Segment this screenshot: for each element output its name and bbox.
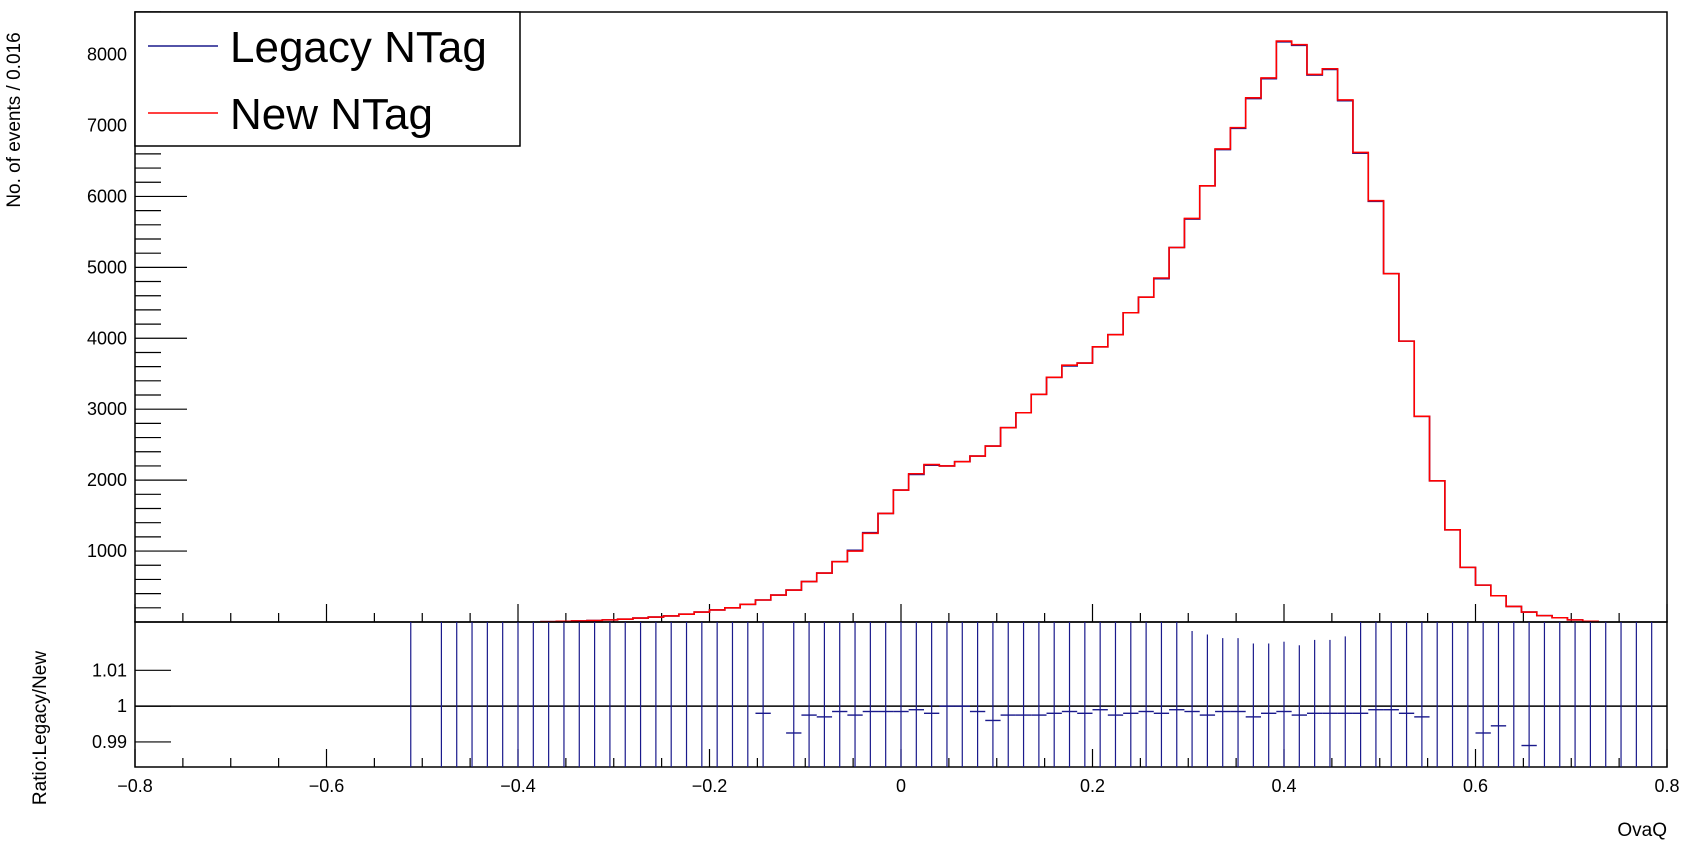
x-tick-label: −0.2 (692, 776, 728, 796)
legend-label-new: New NTag (230, 90, 433, 139)
legend-label-legacy: Legacy NTag (230, 23, 487, 72)
x-tick-label: −0.4 (500, 776, 536, 796)
ratio-y-tick-label: 1 (117, 696, 127, 716)
main-y-tick-labels: 1000 2000 3000 4000 5000 6000 7000 8000 (87, 45, 127, 562)
x-tick-label: 0.2 (1080, 776, 1105, 796)
y-tick-label: 5000 (87, 257, 127, 277)
x-axis-title: OvaQ (1617, 820, 1667, 841)
y-tick-label: 8000 (87, 45, 127, 65)
y-tick-label: 1000 (87, 541, 127, 561)
legend-box (134, 11, 521, 147)
x-tick-label: −0.8 (117, 776, 153, 796)
y-tick-label: 6000 (87, 186, 127, 206)
y-tick-label: 3000 (87, 399, 127, 419)
ratio-points (410, 622, 1653, 767)
y-tick-label: 7000 (87, 115, 127, 135)
x-tick-labels: −0.8 −0.6 −0.4 −0.2 0 0.2 0.4 0.6 0.8 (117, 776, 1679, 796)
histogram-step-line (540, 40, 1599, 623)
ratio-y-tick-label: 1.01 (92, 660, 127, 680)
x-tick-label: −0.6 (309, 776, 345, 796)
y-tick-label: 4000 (87, 328, 127, 348)
ratio-y-tick-label: 0.99 (92, 732, 127, 752)
new-ntag-histogram (540, 40, 1599, 623)
x-tick-label: 0.6 (1463, 776, 1488, 796)
ratio-y-tick-labels: 0.99 1 1.01 (92, 660, 127, 752)
x-tick-label: 0.8 (1654, 776, 1679, 796)
main-x-ticks (134, 604, 1668, 622)
x-tick-label: 0.4 (1271, 776, 1296, 796)
legend: Legacy NTag New NTag (134, 11, 521, 147)
ratio-y-axis-title: Ratio:Legacy/New (30, 651, 51, 805)
y-tick-label: 2000 (87, 470, 127, 490)
legacy-ntag-histogram (540, 40, 1599, 623)
histogram-step-line (540, 40, 1599, 623)
ratio-y-axis (135, 669, 171, 743)
main-y-axis-title: No. of events / 0.016 (4, 32, 25, 207)
x-tick-label: 0 (896, 776, 906, 796)
